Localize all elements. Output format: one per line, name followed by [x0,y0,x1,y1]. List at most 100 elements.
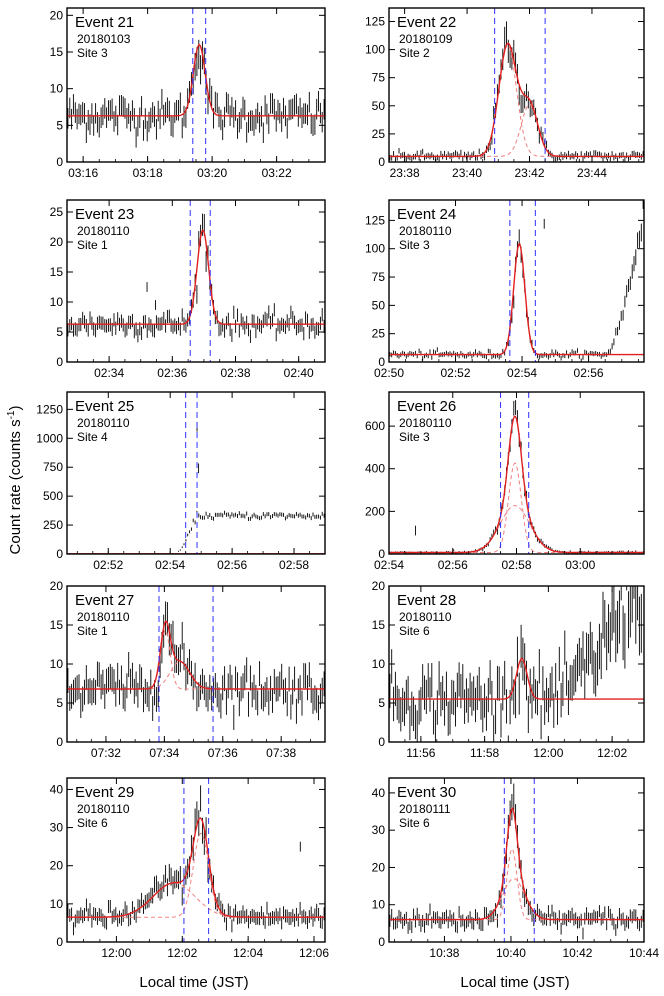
x-tick-label: 23:44 [577,166,607,180]
x-tick-label: 02:34 [94,366,124,380]
figure-ylabel-sup: -1 [6,410,17,419]
y-tick-label: 20 [372,860,386,874]
x-tick-label: 03:20 [197,166,227,180]
x-tick-label: 02:58 [501,558,531,572]
y-tick-label: 20 [50,579,64,593]
y-tick-label: 15 [50,45,64,59]
fit-component-1 [389,848,644,921]
y-tick-label: 5 [56,325,63,339]
x-tick-label: 12:04 [233,946,263,960]
event-label: Event 25 [75,398,134,415]
event-date: 20180109 [399,32,453,46]
y-tick-label: 0 [378,355,385,369]
fit-curve [389,806,644,921]
event-site: Site 4 [77,430,108,444]
x-tick-label: 23:42 [514,166,544,180]
y-tick-label: 1000 [36,431,63,445]
fit-curve [389,657,644,700]
fit-component-2 [389,505,644,553]
y-tick-label: 1250 [36,402,63,416]
y-tick-label: 10 [50,657,64,671]
figure-ylabel-close: ) [7,406,24,411]
y-tick-label: 0 [56,935,63,949]
panel-29: 12:00 12:02 12:04 12:06 0 10 20 30 40 Event 29201… [50,777,329,960]
y-tick-label: 125 [365,213,385,227]
x-tick-label: 10:44 [629,946,659,960]
y-tick-label: 600 [365,419,385,433]
y-tick-label: 10 [372,898,386,912]
y-tick-label: 200 [365,504,385,518]
y-tick-label: 0 [378,155,385,169]
x-tick-label: 12:02 [597,746,627,760]
x-tick-label: 12:02 [167,946,197,960]
event-site: Site 2 [399,46,430,60]
fit-component-2 [67,661,325,690]
y-tick-label: 25 [50,205,64,219]
plot-frame [66,199,326,363]
event-date: 20180111 [399,802,451,816]
x-tick-label: 02:54 [507,366,537,380]
y-tick-label: 30 [50,821,64,835]
y-tick-label: 0 [56,155,63,169]
fit-curve [67,229,325,325]
x-tick-label: 10:38 [429,946,459,960]
y-tick-label: 0 [56,735,63,749]
y-tick-label: 20 [50,859,64,873]
event-site: Site 1 [77,624,108,638]
event-label: Event 26 [397,398,456,415]
y-tick-label: 10 [50,897,64,911]
data-series [67,601,325,730]
event-date: 20180110 [399,416,452,430]
panel-23: 02:34 02:36 02:38 02:40 0 5 10 15 20 25 Event 2320… [50,199,326,380]
plot-frame [66,777,326,943]
data-series [67,213,325,343]
y-tick-label: 75 [372,71,386,85]
x-tick-label: 23:38 [390,166,420,180]
x-tick-label: 10:40 [496,946,526,960]
plot-frame [66,391,326,555]
event-site: Site 6 [399,816,430,830]
x-tick-label: 12:00 [533,746,563,760]
panel-26: 02:54 02:56 02:58 03:00 0 200 400 600 Event 2620… [365,391,645,572]
fit-component-1 [389,462,644,553]
x-tick-label: 02:52 [93,558,123,572]
y-tick-label: 0 [378,547,385,561]
event-date: 20180110 [77,224,130,238]
x-tick-label: 12:00 [101,946,131,960]
event-site: Site 3 [399,430,430,444]
event-site: Site 6 [399,624,430,638]
figure-xlabel-right: Local time (JST) [460,974,569,991]
y-tick-label: 750 [43,460,63,474]
data-series [67,510,325,554]
x-tick-label: 10:42 [562,946,592,960]
event-site: Site 6 [77,816,108,830]
y-tick-label: 15 [372,618,386,632]
x-tick-label: 03:16 [68,166,98,180]
y-tick-label: 400 [365,462,385,476]
x-tick-label: 02:50 [374,366,404,380]
y-tick-label: 20 [372,579,386,593]
event-date: 20180110 [399,224,452,238]
event-label: Event 30 [397,784,456,801]
y-tick-label: 100 [365,242,385,256]
y-tick-label: 5 [56,118,63,132]
x-tick-label: 02:56 [574,366,604,380]
panel-21: 03:16 03:18 03:20 03:22 0 5 10 15 20 Event 212018… [50,7,326,180]
fit-curve [67,43,325,117]
plot-frame [388,7,645,163]
y-tick-label: 10 [50,82,64,96]
y-tick-label: 15 [50,618,64,632]
x-tick-label: 02:52 [441,366,471,380]
x-tick-label: 02:54 [374,558,404,572]
y-tick-label: 0 [378,935,385,949]
event-label: Event 23 [75,206,134,223]
y-tick-label: 0 [56,355,63,369]
y-tick-label: 20 [50,8,64,22]
event-label: Event 21 [75,14,134,31]
plot-frame [388,199,645,363]
event-date: 20180110 [77,802,130,816]
x-tick-label: 03:22 [262,166,292,180]
fit-component-2 [389,878,644,921]
panel-24: 02:50 02:52 02:54 02:56 0 25 50 75 100 125 Event 2… [365,199,645,380]
